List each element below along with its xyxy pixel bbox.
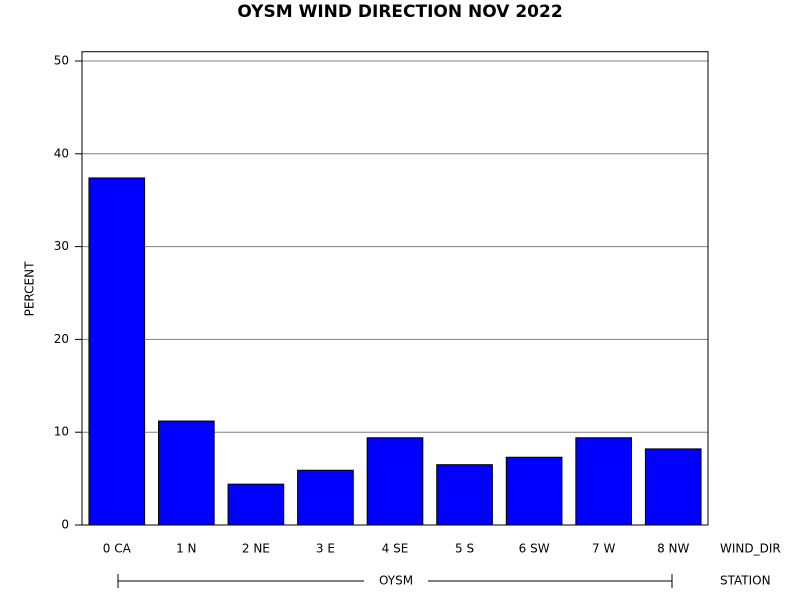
bar xyxy=(644,448,702,526)
y-tick-label: 30 xyxy=(54,239,69,253)
x-tick-label: 4 SE xyxy=(382,542,409,556)
x-axis-label: WIND_DIR xyxy=(720,542,781,556)
y-tick-label: 40 xyxy=(54,146,69,160)
group-axis-label: STATION xyxy=(720,574,771,588)
bar xyxy=(297,469,354,526)
x-tick-label: 6 SW xyxy=(519,542,550,556)
x-tick-label: 5 S xyxy=(455,542,474,556)
bar xyxy=(366,437,424,526)
bar xyxy=(88,177,146,526)
bar xyxy=(436,464,493,526)
x-tick-label: 7 W xyxy=(592,542,615,556)
x-tick-label: 0 CA xyxy=(103,542,132,556)
bar xyxy=(227,483,285,526)
chart-title: OYSM WIND DIRECTION NOV 2022 xyxy=(237,2,562,22)
bar xyxy=(158,420,215,526)
x-tick-label: 8 NW xyxy=(657,542,689,556)
y-tick-label: 10 xyxy=(54,425,69,439)
y-tick-label: 20 xyxy=(54,332,69,346)
bar xyxy=(505,456,563,526)
y-tick-label: 50 xyxy=(54,54,69,68)
x-tick-label: 1 N xyxy=(176,542,196,556)
group-label: OYSM xyxy=(379,574,413,588)
y-axis-label: PERCENT xyxy=(23,261,37,316)
x-tick-label: 3 E xyxy=(316,542,335,556)
plot-frame xyxy=(81,51,709,526)
x-tick-label: 2 NE xyxy=(242,542,270,556)
bar xyxy=(575,437,632,526)
y-tick-label: 0 xyxy=(61,518,69,532)
